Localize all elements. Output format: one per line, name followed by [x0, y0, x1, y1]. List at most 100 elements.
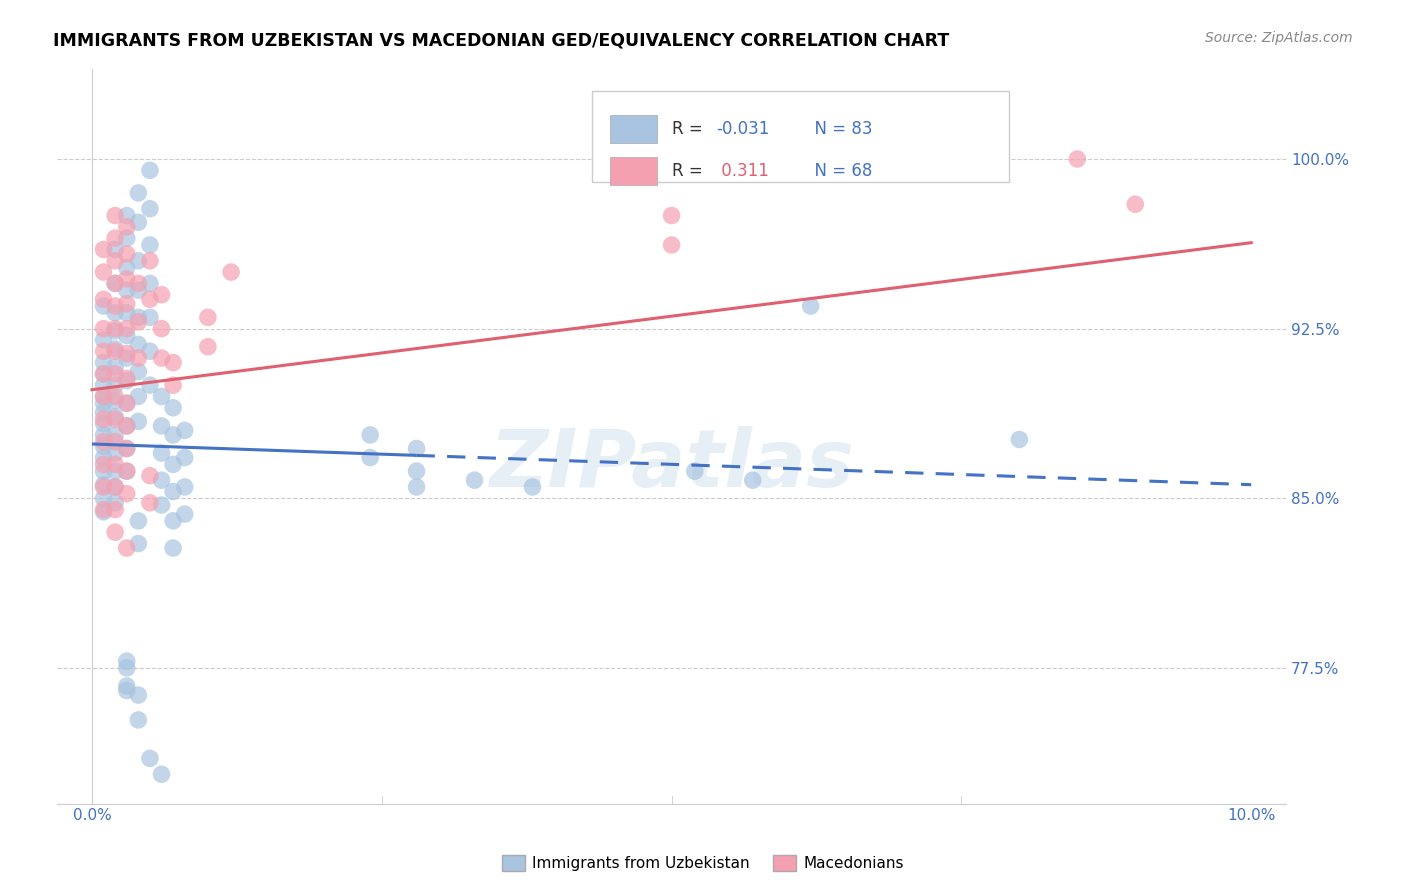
- Point: [93, 417, 115, 431]
- Point: [1066, 152, 1088, 166]
- Point: [104, 243, 127, 257]
- Point: [104, 321, 127, 335]
- Point: [104, 458, 127, 472]
- Point: [104, 378, 127, 392]
- Point: [127, 253, 149, 268]
- Point: [115, 306, 138, 320]
- Point: [93, 355, 115, 369]
- Point: [661, 238, 683, 252]
- Point: [127, 365, 149, 379]
- Point: [115, 297, 138, 311]
- Point: [150, 321, 173, 335]
- Point: [115, 679, 138, 693]
- Text: N = 83: N = 83: [804, 120, 873, 138]
- Point: [115, 231, 138, 245]
- Point: [139, 310, 162, 325]
- Point: [93, 389, 115, 403]
- Point: [93, 396, 115, 410]
- Point: [93, 405, 115, 419]
- Point: [173, 450, 195, 465]
- Point: [115, 418, 138, 433]
- Point: [127, 277, 149, 291]
- Text: -0.031: -0.031: [716, 120, 769, 138]
- Point: [104, 480, 127, 494]
- Point: [115, 346, 138, 360]
- Point: [93, 243, 115, 257]
- Point: [104, 306, 127, 320]
- Point: [115, 541, 138, 555]
- Point: [115, 654, 138, 668]
- Point: [522, 480, 544, 494]
- Point: [115, 418, 138, 433]
- Point: [150, 498, 173, 512]
- Point: [197, 340, 219, 354]
- Point: [150, 767, 173, 781]
- Point: [115, 219, 138, 234]
- Point: [104, 434, 127, 449]
- Point: [683, 464, 706, 478]
- Point: [93, 367, 115, 381]
- Point: [115, 487, 138, 501]
- Point: [104, 496, 127, 510]
- Point: [162, 428, 184, 442]
- Point: [139, 253, 162, 268]
- Point: [115, 321, 138, 335]
- Point: [139, 378, 162, 392]
- Point: [463, 473, 485, 487]
- Point: [93, 299, 115, 313]
- Point: [104, 209, 127, 223]
- Point: [93, 480, 115, 494]
- Point: [139, 496, 162, 510]
- Point: [115, 247, 138, 261]
- Bar: [610, 115, 657, 143]
- Text: Source: ZipAtlas.com: Source: ZipAtlas.com: [1205, 31, 1353, 45]
- Point: [150, 418, 173, 433]
- Point: [127, 514, 149, 528]
- Point: [93, 505, 115, 519]
- Point: [127, 337, 149, 351]
- Point: [1008, 433, 1031, 447]
- Point: [93, 265, 115, 279]
- Point: [93, 412, 115, 426]
- Point: [104, 428, 127, 442]
- Point: [115, 464, 138, 478]
- Point: [115, 683, 138, 698]
- Point: [139, 468, 162, 483]
- Point: [127, 310, 149, 325]
- Point: [115, 209, 138, 223]
- Point: [104, 464, 127, 478]
- Point: [93, 292, 115, 306]
- Text: R =: R =: [672, 120, 707, 138]
- Point: [93, 344, 115, 359]
- Point: [162, 378, 184, 392]
- Point: [93, 333, 115, 347]
- Point: [104, 324, 127, 338]
- Point: [127, 351, 149, 365]
- Point: [127, 186, 149, 200]
- Text: 0.311: 0.311: [716, 162, 769, 180]
- Point: [139, 238, 162, 252]
- Point: [127, 536, 149, 550]
- Point: [197, 310, 219, 325]
- Point: [104, 360, 127, 375]
- Point: [115, 272, 138, 286]
- Point: [661, 209, 683, 223]
- Point: [115, 396, 138, 410]
- Point: [127, 414, 149, 428]
- Point: [93, 450, 115, 465]
- Point: [93, 367, 115, 381]
- Point: [93, 491, 115, 506]
- Point: [162, 541, 184, 555]
- Point: [115, 351, 138, 365]
- Point: [162, 401, 184, 415]
- Point: [115, 374, 138, 388]
- Point: [93, 378, 115, 392]
- Point: [173, 424, 195, 438]
- Point: [115, 661, 138, 675]
- Point: [104, 502, 127, 516]
- Point: [115, 371, 138, 385]
- Point: [150, 287, 173, 301]
- Point: [150, 446, 173, 460]
- Point: [219, 265, 242, 279]
- Point: [1123, 197, 1146, 211]
